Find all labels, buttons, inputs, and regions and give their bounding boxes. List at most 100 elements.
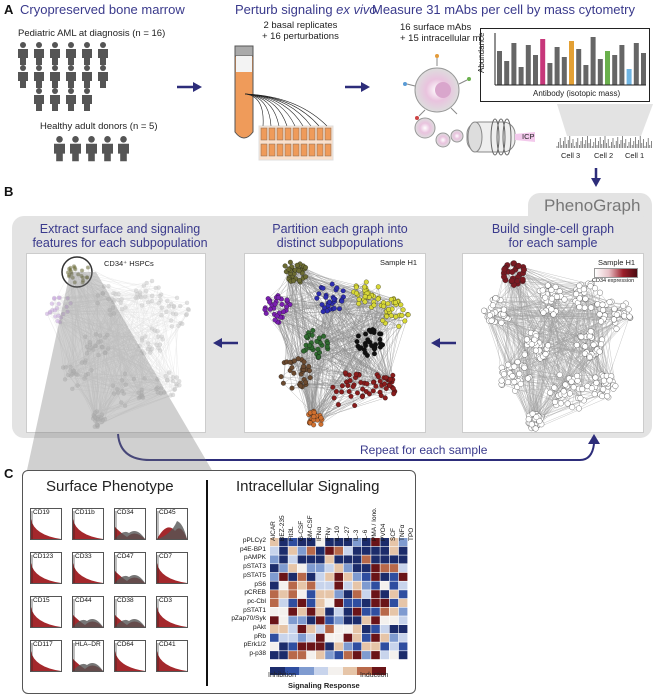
heatmap-cell (380, 564, 389, 573)
graph-node (612, 383, 619, 389)
graph-node (75, 383, 80, 388)
graph-node (84, 275, 90, 280)
intracellular-title: Intracellular Signaling (236, 478, 380, 495)
heatmap-cell (362, 538, 371, 547)
graph-node (82, 360, 88, 365)
person-icon (82, 88, 92, 111)
heatmap-cell (306, 572, 316, 581)
graph-node (111, 391, 117, 396)
heatmap-cell (352, 538, 362, 547)
well-icon (316, 143, 324, 157)
heatmap-cell (279, 642, 288, 651)
graph-node (557, 400, 564, 407)
graph-node (373, 342, 378, 348)
abundance-bar (540, 39, 546, 85)
heatmap-cell (316, 564, 325, 573)
step3-title: Measure 31 mAbs per cell by mass cytomet… (372, 2, 635, 17)
graph-node (119, 378, 125, 383)
graph-node (509, 268, 516, 275)
graph-node (391, 391, 397, 397)
well-icon (316, 127, 324, 141)
graph-node (598, 318, 604, 325)
graph-node (145, 346, 151, 352)
graph-node (310, 328, 316, 333)
graph-node (140, 395, 146, 400)
graph-node (536, 418, 543, 425)
graph-node (382, 381, 387, 387)
surface-marker-label: CD123 (33, 553, 54, 560)
graph-node (56, 295, 61, 300)
heatmap-cell (371, 642, 380, 651)
heatmap-cell (334, 633, 343, 642)
graph-node (556, 371, 563, 378)
graph-node (529, 410, 536, 417)
graph-node (267, 306, 273, 312)
surface-marker-label: HLA–DR (75, 641, 101, 648)
graph-node (281, 309, 287, 315)
graph-node (289, 365, 295, 371)
graph-node (582, 295, 589, 302)
heatmap-cell (389, 598, 399, 607)
heatmap-cell (279, 564, 288, 573)
abundance-bar (576, 49, 582, 85)
cell-3-label: Cell 3 (561, 151, 581, 160)
graph-node (167, 370, 172, 375)
graph-node (342, 370, 348, 376)
graph-node (80, 278, 86, 283)
abundance-bar (612, 55, 618, 85)
graph-node (286, 266, 292, 272)
heatmap-cell (306, 564, 316, 573)
graph-node (364, 352, 370, 358)
heatmap-cell (297, 564, 307, 573)
abundance-bar (605, 51, 610, 85)
cd34-color-legend (594, 268, 638, 278)
heatmap-cell (362, 616, 371, 625)
graph-node (377, 378, 383, 384)
graph-node (553, 293, 560, 300)
graph-node (509, 277, 515, 284)
heatmap-cell (371, 538, 380, 547)
graph-node (307, 368, 312, 374)
repeat-label: Repeat for each sample (360, 443, 488, 457)
graph-node (311, 422, 317, 428)
graph-node (500, 306, 507, 313)
graph-node (105, 332, 110, 338)
heatmap-cell (306, 538, 316, 547)
graph-node (272, 301, 278, 307)
abundance-bar (626, 69, 632, 85)
heatmap-cell (380, 625, 389, 634)
heatmap-cell (380, 633, 389, 642)
heatmap-cell (398, 633, 408, 642)
abundance-bar (525, 45, 531, 85)
graph-node (149, 278, 155, 284)
graph-node (625, 306, 632, 313)
heatmap-cell (297, 651, 307, 660)
colorbar-swatch (313, 667, 328, 675)
graph-node (542, 294, 549, 301)
heatmap-cell (398, 555, 408, 564)
graph-node (562, 381, 569, 388)
graph-node (110, 305, 116, 310)
surface-marker-label: CD41 (159, 641, 176, 648)
surface-marker-label: CD117 (33, 641, 53, 648)
graph-node (387, 376, 393, 382)
heatmap-cell (362, 572, 371, 581)
heatmap-cell (288, 642, 297, 651)
graph-node (613, 325, 620, 332)
abundance-bar (554, 47, 560, 85)
graph-node (85, 265, 91, 270)
graph-node (346, 389, 352, 395)
mass-cytometry-illustration (403, 54, 653, 156)
signaling-colorbar (270, 662, 386, 675)
graph-node (356, 296, 362, 302)
graph-node (599, 393, 606, 400)
well-icon (260, 143, 268, 157)
heatmap-col-label: PMA / Iono. (371, 507, 379, 541)
graph-node (399, 312, 405, 318)
graph-node (311, 410, 317, 415)
graph-node (544, 282, 551, 289)
heatmap-col-label: TPO (408, 527, 415, 541)
surface-histogram: CD44 (72, 596, 104, 628)
heatmap-row-label: pZap70/Syk (231, 615, 266, 623)
graph-node (370, 379, 376, 385)
